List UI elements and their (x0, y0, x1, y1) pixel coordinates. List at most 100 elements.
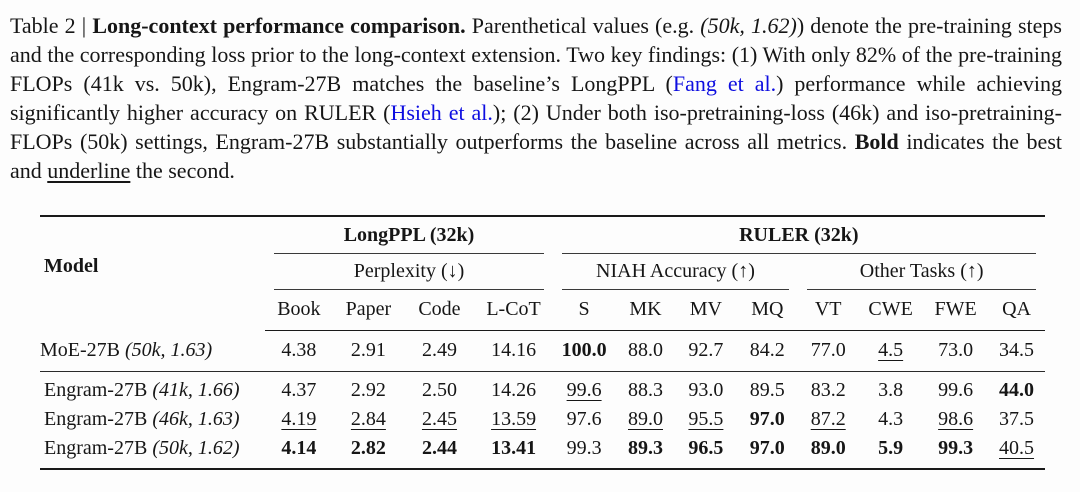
model-name: Engram-27B (44, 408, 153, 430)
value-cell: 2.92 (350, 379, 386, 401)
value-cell: 89.0 (810, 437, 846, 459)
value-cell: 73.0 (923, 330, 989, 372)
value-cell: 40.5 (999, 437, 1035, 459)
value-cell: 44.0 (999, 379, 1035, 401)
model-cell: MoE-27B (50k, 1.63) (40, 330, 266, 372)
results-table: Model LongPPL (32k) RULER (32k) Perplexi… (40, 215, 1045, 470)
value-cell: 99.6 (938, 379, 974, 401)
caption-text-segment: Long-context performance comparison. (92, 13, 466, 38)
subgroup-header-perplexity: Perplexity (↓) (265, 254, 552, 290)
value-cell: 4.37 (281, 379, 317, 401)
col-header-code: Code (404, 290, 475, 331)
value-cell: 92.7 (675, 330, 737, 372)
value-cell: 2.49 (404, 330, 475, 372)
caption-text-segment: ); (2) Under both iso-pretraining-loss (… (10, 100, 1062, 154)
results-table-container: Model LongPPL (32k) RULER (32k) Perplexi… (40, 215, 1045, 470)
col-header-vt: VT (798, 290, 859, 331)
value-cell: 14.16 (474, 330, 553, 372)
table-row: Engram-27B (41k, 1.66) 4.37 2.92 2.50 14.26 9… (40, 372, 1045, 406)
value-cell: 97.6 (566, 408, 602, 430)
caption-text-segment: Bold (854, 129, 899, 154)
value-cell: 83.2 (810, 379, 846, 401)
value-cell: 88.3 (628, 379, 663, 401)
value-cell: 77.0 (798, 330, 859, 372)
value-cell: 2.82 (350, 437, 386, 459)
model-pretrain-info: (50k, 1.62) (152, 437, 240, 459)
col-header-s: S (552, 290, 616, 331)
value-cell: 99.3 (566, 437, 602, 459)
model-pretrain-info: (41k, 1.66) (152, 379, 240, 401)
citation-link[interactable]: Fang et al. (672, 71, 777, 96)
value-cell: 4.19 (281, 408, 317, 430)
group-header-longppl: LongPPL (32k) (265, 216, 552, 254)
value-cell: 5.9 (878, 437, 904, 459)
group-header-ruler: RULER (32k) (553, 216, 1045, 254)
table-header: Model LongPPL (32k) RULER (32k) Perplexi… (40, 216, 1045, 331)
value-cell: 2.45 (421, 408, 457, 430)
value-cell: 97.0 (749, 408, 785, 430)
value-cell: 97.0 (749, 437, 785, 459)
model-column-header: Model (44, 255, 99, 278)
value-cell: 13.59 (491, 408, 537, 430)
value-cell: 4.3 (878, 408, 904, 430)
table-row: Engram-27B (46k, 1.63) 4.19 2.84 2.45 13.59 9… (40, 405, 1045, 434)
caption-text-segment: underline (47, 158, 131, 183)
value-cell: 2.91 (332, 330, 405, 372)
value-cell: 3.8 (878, 379, 904, 401)
value-cell: 89.5 (749, 379, 785, 401)
table-body: MoE-27B (50k, 1.63) 4.38 2.91 2.49 14.16 100.… (40, 330, 1045, 470)
value-cell: 100.0 (552, 330, 616, 372)
value-cell: 13.41 (491, 437, 537, 459)
col-header-mk: MK (615, 290, 676, 331)
caption-text-segment: the second. (130, 158, 235, 183)
value-cell: 2.50 (421, 379, 457, 401)
value-cell: 4.5 (858, 330, 924, 372)
table-row: Engram-27B (50k, 1.62) 4.14 2.82 2.44 13.41 9… (40, 434, 1045, 469)
col-header-mq: MQ (736, 290, 799, 331)
citation-link[interactable]: Hsieh et al. (390, 100, 493, 125)
value-cell: 88.0 (615, 330, 676, 372)
model-cell: Engram-27B (41k, 1.66) (40, 372, 265, 406)
caption-text-segment: indicates the best and (10, 129, 1062, 183)
value-cell: 14.26 (491, 379, 537, 401)
model-pretrain-info: (46k, 1.63) (152, 408, 240, 430)
col-header-qa: QA (988, 290, 1045, 331)
caption-text-segment: (50k, 1.62) (700, 13, 797, 38)
table-row: MoE-27B (50k, 1.63) 4.38 2.91 2.49 14.16 100.… (40, 330, 1045, 372)
value-cell: 98.6 (938, 408, 974, 430)
col-header-paper: Paper (332, 290, 405, 331)
value-cell: 4.38 (265, 330, 333, 372)
value-cell: 99.3 (938, 437, 974, 459)
model-cell: Engram-27B (46k, 1.63) (40, 405, 265, 434)
model-name: Engram-27B (44, 379, 153, 401)
value-cell: 93.0 (688, 379, 724, 401)
caption-text-segment: Parenthetical values (e.g. (465, 13, 701, 38)
value-cell: 2.44 (421, 437, 457, 459)
caption-text-segment: ) performance while achieving significan… (10, 71, 1062, 125)
col-header-book: Book (265, 290, 333, 331)
col-header-lcot: L-CoT (474, 290, 553, 331)
value-cell: 34.5 (988, 330, 1045, 372)
model-name: Engram-27B (44, 437, 153, 459)
col-header-fwe: FWE (923, 290, 989, 331)
model-cell: Engram-27B (50k, 1.62) (40, 434, 265, 469)
value-cell: 84.2 (736, 330, 799, 372)
value-cell: 89.0 (628, 408, 663, 430)
value-cell: 99.6 (566, 379, 602, 401)
value-cell: 96.5 (688, 437, 724, 459)
value-cell: 87.2 (810, 408, 846, 430)
model-name: MoE-27B (40, 338, 125, 361)
col-header-mv: MV (675, 290, 737, 331)
subgroup-header-niah-accuracy: NIAH Accuracy (↑) (553, 254, 799, 290)
caption-text-segment: ) denote the pre-training steps and the … (10, 13, 1062, 96)
table-caption: Table 2 | Long-context performance compa… (0, 0, 1062, 185)
value-cell: 95.5 (688, 408, 724, 430)
value-cell: 37.5 (999, 408, 1035, 430)
model-pretrain-info: (50k, 1.63) (125, 338, 213, 361)
value-cell: 2.84 (350, 408, 386, 430)
caption-text-segment: Table 2 | (10, 13, 93, 38)
value-cell: 4.14 (281, 437, 317, 459)
subgroup-header-other-tasks: Other Tasks (↑) (798, 254, 1045, 290)
col-header-cwe: CWE (858, 290, 924, 331)
value-cell: 89.3 (628, 437, 663, 459)
